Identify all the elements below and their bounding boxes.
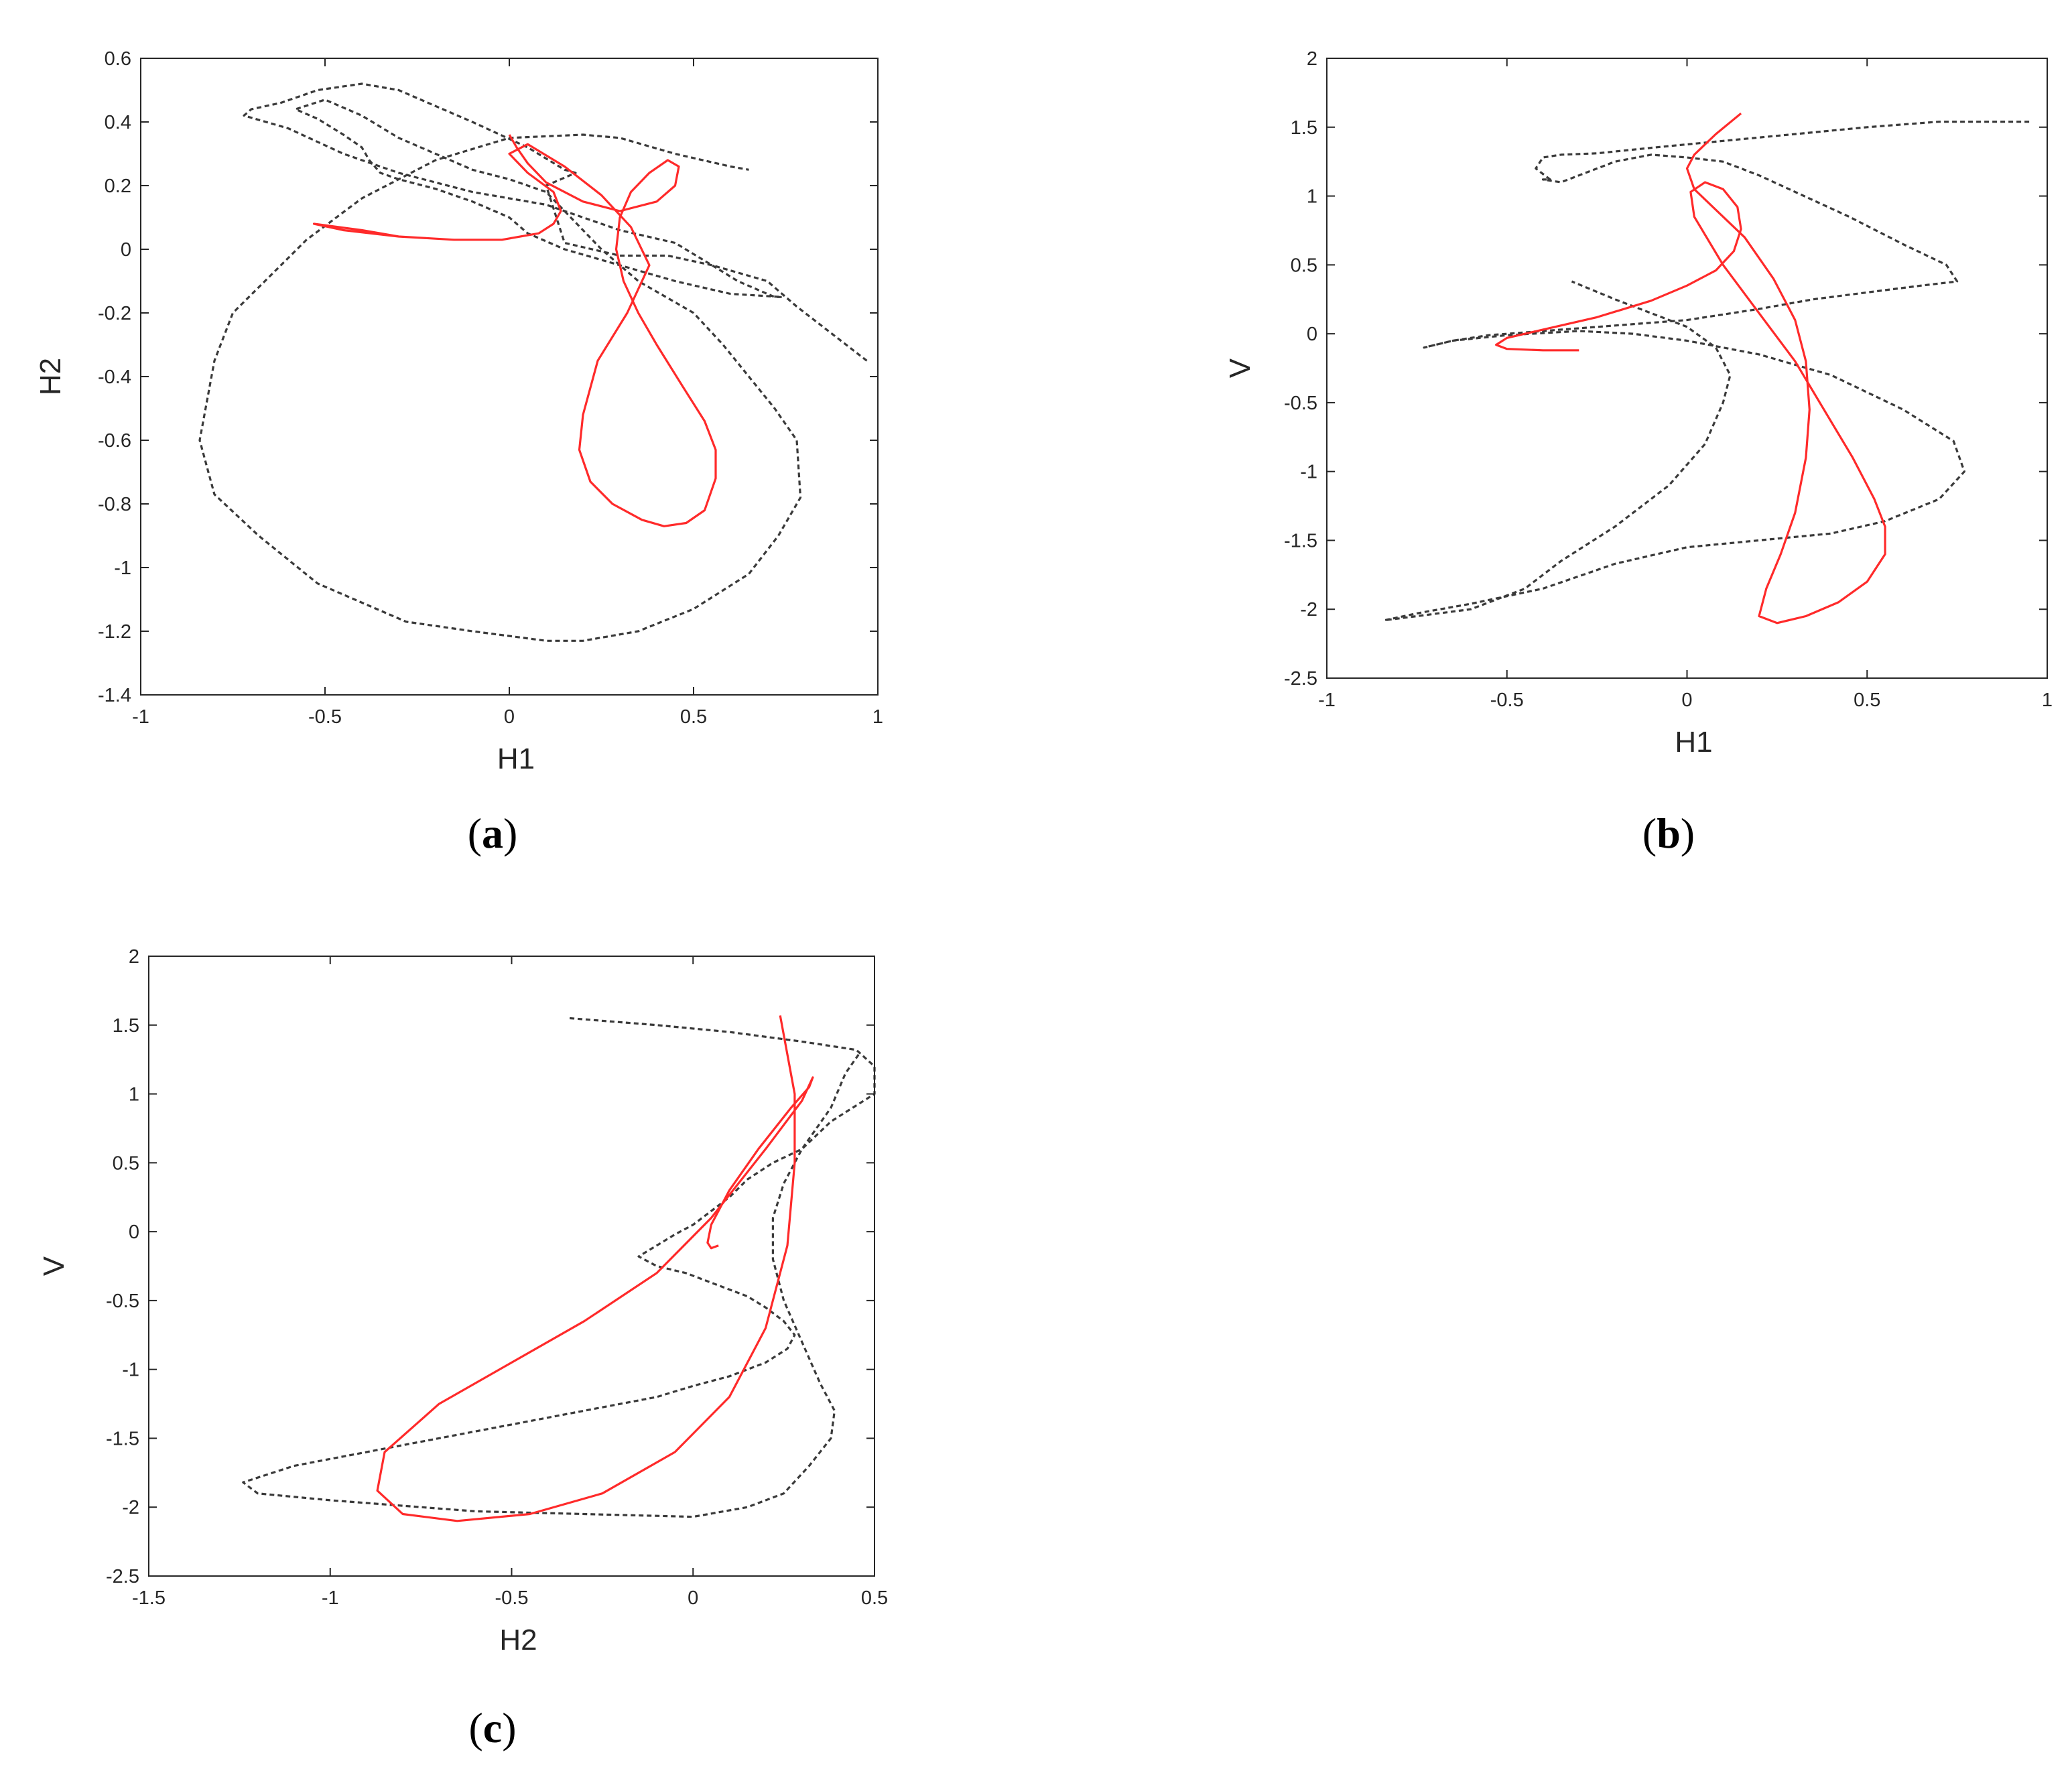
panel-label: (b) <box>1642 809 1695 857</box>
y-tick-label: -2.5 <box>106 1566 139 1587</box>
y-tick-label: -1.5 <box>106 1428 139 1449</box>
y-tick-label: -1.5 <box>1284 530 1317 551</box>
x-axis-label: H2 <box>499 1624 537 1656</box>
x-tick-label: 0.5 <box>680 706 707 728</box>
x-tick-label: -1.5 <box>132 1587 166 1609</box>
plot-frame <box>148 956 875 1577</box>
y-tick-label: 0.6 <box>105 48 131 70</box>
y-tick-label: 0.5 <box>113 1153 139 1174</box>
y-tick-label: -2 <box>1300 599 1317 620</box>
chart-panel-b: -1 -0.5 0 0.5 1 -2.5 -2 -1.5 -1 -0.5 0 0.5 1 1.5 2 H1 V (… <box>1224 48 2053 857</box>
x-tick-label: -0.5 <box>308 706 342 728</box>
x-tick-label: -1 <box>1318 690 1336 711</box>
x-tick-label: 1 <box>872 706 883 728</box>
series-dashed-line <box>198 82 868 642</box>
x-tick-label: 1 <box>2042 690 2053 711</box>
x-tick-label: 0.5 <box>1854 690 1880 711</box>
x-tick-label: -1 <box>132 706 149 728</box>
x-tick-label: 0 <box>504 706 515 728</box>
y-tick-label: -0.5 <box>1284 393 1317 414</box>
y-tick-label: -1 <box>1300 462 1317 483</box>
panel-label: (c) <box>468 1704 516 1752</box>
y-axis-label: V <box>1224 358 1256 378</box>
y-tick-label: 1 <box>129 1084 139 1106</box>
x-tick-label: 0 <box>688 1587 698 1609</box>
series-solid-line <box>1495 112 1886 625</box>
y-tick-label: 0 <box>129 1222 139 1243</box>
y-tick-label: -2.5 <box>1284 668 1317 690</box>
x-tick-label: -1 <box>322 1587 339 1609</box>
y-tick-label: 0 <box>121 239 131 261</box>
series-dashed-line <box>242 1017 876 1518</box>
y-tick-label: 0.5 <box>1291 255 1317 276</box>
x-tick-label: -0.5 <box>495 1587 529 1609</box>
y-tick-label: -1 <box>122 1360 139 1381</box>
y-tick-label: -2 <box>122 1497 139 1518</box>
y-tick-label: -0.4 <box>98 367 131 388</box>
y-tick-label: -0.8 <box>98 494 131 515</box>
y-tick-label: 1.5 <box>113 1015 139 1037</box>
y-tick-label: -0.6 <box>98 430 131 452</box>
chart-panel-a: -1 -0.5 0 0.5 1 -1.4 -1.2 -1 -0.8 -0.6 -0.4 -0.2 0 0.… <box>34 48 883 857</box>
series-dashed-line <box>1383 121 2030 622</box>
y-axis-label: H2 <box>34 358 67 395</box>
y-tick-label: -0.2 <box>98 303 131 324</box>
y-tick-label: -1.4 <box>98 685 131 706</box>
y-tick-label: -1.2 <box>98 621 131 643</box>
x-tick-label: 0.5 <box>861 1587 888 1609</box>
panel-label: (a) <box>468 809 518 857</box>
y-tick-label: 2 <box>129 946 139 968</box>
plot-frame <box>1326 58 2048 679</box>
x-tick-label: -0.5 <box>1490 690 1524 711</box>
y-tick-label: 1.5 <box>1291 117 1317 139</box>
y-tick-label: 2 <box>1307 48 1317 70</box>
x-axis-label: H1 <box>1675 726 1712 759</box>
y-tick-label: 0 <box>1307 324 1317 345</box>
series-solid-line <box>312 134 717 527</box>
y-axis-label: V <box>38 1256 70 1276</box>
y-tick-label: 0.4 <box>105 112 131 133</box>
y-tick-label: 0.2 <box>105 176 131 197</box>
y-tick-label: 1 <box>1307 186 1317 208</box>
y-tick-label: -1 <box>114 558 131 579</box>
y-tick-label: -0.5 <box>106 1291 139 1312</box>
chart-panel-c: -1.5 -1 -0.5 0 0.5 -2.5 -2 -1.5 -1 -0.5 0 0.5 1 1.5 2 H… <box>38 946 888 1752</box>
x-axis-label: H1 <box>497 742 535 775</box>
series-solid-line <box>376 1015 814 1522</box>
x-tick-label: 0 <box>1681 690 1692 711</box>
